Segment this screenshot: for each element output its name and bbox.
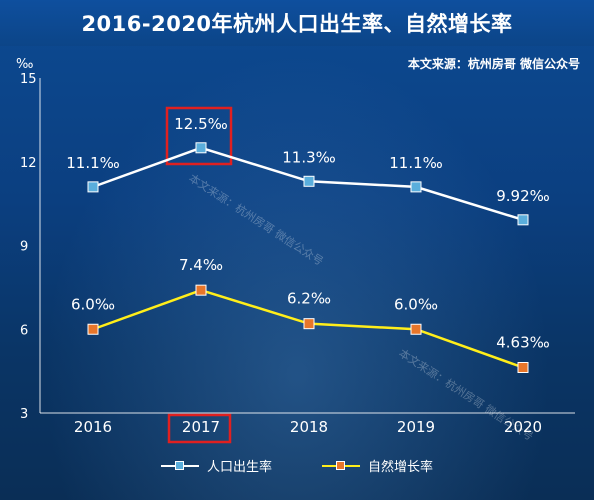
data-label-growth-rate: 6.2‰ — [287, 290, 331, 308]
chart-title: 2016-2020年杭州人口出生率、自然增长率 — [81, 12, 513, 36]
data-label-growth-rate: 6.0‰ — [71, 295, 115, 313]
x-tick-label: 2018 — [290, 418, 328, 436]
highlight-box-data-label — [165, 106, 233, 166]
y-tick-label: 15 — [20, 72, 37, 87]
highlight-box-x-label — [167, 413, 232, 444]
data-point-growth-rate — [303, 318, 315, 330]
data-point-growth-rate — [410, 323, 422, 335]
legend-swatch-birth-rate — [160, 460, 199, 471]
legend-label-growth-rate: 自然增长率 — [368, 460, 434, 475]
legend-label-birth-rate: 人口出生率 — [206, 460, 272, 475]
data-point-birth-rate — [87, 181, 99, 193]
data-label-birth-rate: 12.5‰ — [174, 115, 228, 133]
data-label-growth-rate: 7.4‰ — [179, 256, 223, 274]
x-tick-label: 2017 — [182, 418, 220, 436]
legend-item-growth-rate: 自然增长率 — [322, 456, 433, 475]
x-tick-label: 2019 — [397, 418, 435, 436]
data-point-birth-rate — [195, 142, 207, 154]
y-tick-label: 3 — [20, 407, 28, 422]
data-point-birth-rate — [303, 175, 315, 187]
title-bar: 2016-2020年杭州人口出生率、自然增长率 — [0, 0, 594, 46]
x-tick-label: 2020 — [504, 418, 542, 436]
y-tick-label: 12 — [20, 156, 37, 171]
data-label-birth-rate: 11.3‰ — [282, 148, 336, 166]
data-label-birth-rate: 11.1‰ — [66, 154, 120, 172]
data-label-birth-rate: 11.1‰ — [389, 154, 443, 172]
legend-item-birth-rate: 人口出生率 — [160, 456, 272, 475]
y-axis-unit: ‰ — [16, 57, 33, 72]
data-point-birth-rate — [410, 181, 422, 193]
data-label-birth-rate: 9.92‰ — [496, 187, 550, 205]
data-label-growth-rate: 4.63‰ — [496, 333, 550, 351]
data-point-birth-rate — [517, 214, 529, 226]
data-point-growth-rate — [87, 323, 99, 335]
y-tick-label: 6 — [20, 323, 28, 338]
data-point-growth-rate — [195, 284, 207, 296]
legend: 人口出生率 自然增长率 — [0, 456, 594, 475]
source-note: 本文来源：杭州房哥 微信公众号 — [407, 57, 580, 71]
data-label-growth-rate: 6.0‰ — [394, 295, 438, 313]
x-tick-label: 2016 — [74, 418, 112, 436]
legend-swatch-growth-rate — [322, 460, 360, 471]
data-point-growth-rate — [517, 361, 529, 373]
y-tick-label: 9 — [20, 240, 28, 255]
